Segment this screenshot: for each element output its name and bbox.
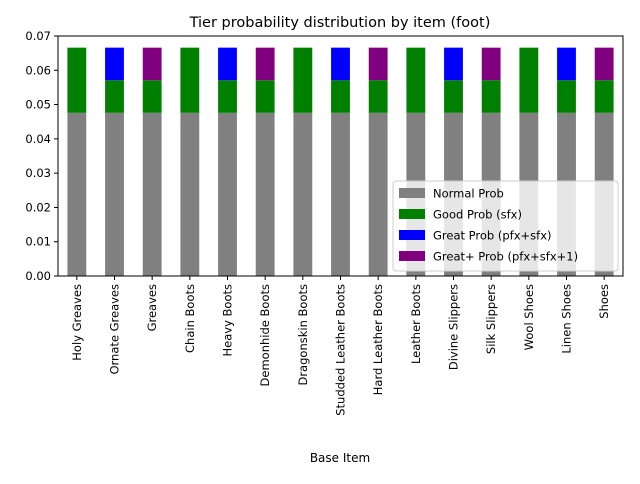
x-tick-label: Holy Greaves [70,284,84,361]
chart-title: Tier probability distribution by item (f… [189,15,491,31]
x-tick-label: Ornate Greaves [108,284,122,375]
bar-segment [67,112,87,276]
legend-swatch [399,188,425,198]
bar-segment [594,47,614,81]
bar-segment [293,112,313,276]
axes-layer: 0.00 0.01 0.02 0.03 0.04 0.05 0.06 0.07 Holy Gre… [25,29,624,416]
x-tick-label: Leather Boots [409,284,423,364]
bar-segment [331,80,350,113]
bar-segment [180,112,200,276]
legend-label: Normal Prob [433,187,504,201]
bar-segment [105,80,124,113]
legend-box [392,180,619,272]
y-tick-label: 0.00 [25,269,51,283]
x-tick-label: Wool Shoes [522,284,536,350]
x-tick-label: Linen Shoes [560,284,574,354]
y-tick-label: 0.05 [25,98,51,112]
legend-label: Great Prob (pfx+sfx) [433,229,551,243]
legend-label: Great+ Prob (pfx+sfx+1) [433,250,578,264]
x-tick-label: Studded Leather Boots [334,284,348,416]
legend-swatch [399,209,425,219]
y-tick-label: 0.03 [25,166,51,180]
bar-segment [218,112,237,276]
y-tick-label: 0.06 [25,63,51,77]
x-tick-label: Shoes [597,284,611,319]
bar-segment [368,47,388,81]
legend-swatch [399,230,425,240]
bar-segment [255,47,275,81]
bar-segment [481,47,501,81]
bar-segment [331,47,350,81]
legend: Normal Prob Good Prob (sfx) Great Prob (pf… [392,180,619,272]
bar-segment [255,80,275,113]
x-tick-label: Dragonskin Boots [296,284,310,386]
bar-segment [105,47,124,81]
bar-segment [368,80,388,113]
bar-segment [444,80,463,113]
x-tick-label: Silk Slippers [484,284,498,354]
x-tick-label: Greaves [145,284,159,331]
y-tick-label: 0.01 [25,235,51,249]
y-tick-label: 0.02 [25,200,51,214]
bar-segment [594,80,614,113]
x-tick-label: Heavy Boots [221,284,235,357]
bar-segment [67,47,87,113]
bar-segment [142,112,162,276]
bar-segment [293,47,313,113]
bar-segment [255,112,275,276]
bar-segment [218,80,237,113]
bar-segment [519,47,539,113]
bar-segment [557,47,576,81]
legend-swatch [399,251,425,261]
bar-segment [331,112,350,276]
x-axis-label: Base Item [310,451,370,465]
bar-segment [406,47,426,113]
bar-segment [218,47,237,81]
bar-segment [481,80,501,113]
legend-label: Good Prob (sfx) [433,208,522,222]
bar-segment [444,47,463,81]
y-tick-label: 0.04 [25,132,51,146]
x-tick-label: Divine Slippers [447,284,461,370]
x-tick-label: Hard Leather Boots [371,284,385,395]
x-tick-label: Demonhide Boots [258,284,272,386]
bar-segment [557,80,576,113]
x-tick-label: Chain Boots [183,284,197,353]
y-tick-label: 0.07 [25,29,51,43]
bar-segment [142,80,162,113]
bar-segment [105,112,124,276]
bar-segment [368,112,388,276]
bar-segment [142,47,162,81]
bar-segment [180,47,200,113]
